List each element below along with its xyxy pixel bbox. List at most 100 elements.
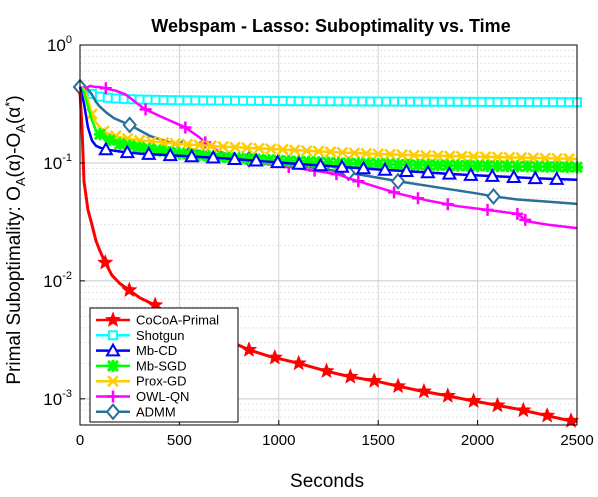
series-marker-shotgun — [373, 96, 384, 107]
series-marker-shotgun — [540, 97, 551, 108]
series-marker-shotgun — [500, 96, 511, 107]
legend-marker-mb-cd — [105, 342, 121, 357]
series-marker-owl-qn — [481, 203, 494, 216]
series-marker-shotgun — [556, 97, 567, 108]
series-marker-mb-sgd — [531, 160, 544, 173]
legend-item-shotgun: Shotgun — [96, 328, 184, 343]
series-marker-cocoa-primal — [342, 368, 359, 384]
series-marker-mb-sgd — [411, 158, 425, 172]
series-marker-shotgun — [277, 96, 288, 107]
series-marker-shotgun — [397, 96, 408, 107]
series-marker-shotgun — [166, 95, 177, 106]
x-tick-label: 1000 — [262, 432, 295, 449]
series-marker-mb-sgd — [441, 159, 454, 172]
series-marker-shotgun — [365, 96, 376, 107]
series-marker-prox-gd — [300, 144, 313, 157]
series-marker-shotgun — [182, 95, 193, 106]
y-tick-label: 100 — [47, 34, 72, 55]
series-marker-prox-gd — [229, 141, 241, 154]
series-marker-mb-cd — [463, 166, 479, 181]
series-marker-shotgun — [198, 95, 209, 106]
legend-marker-owl-qn — [107, 390, 119, 403]
series-layer — [72, 78, 584, 428]
legend-marker-prox-gd — [107, 375, 119, 388]
series-marker-shotgun — [532, 97, 543, 108]
series-marker-mb-sgd — [123, 139, 136, 152]
series-marker-shotgun — [508, 97, 519, 108]
series-marker-prox-gd — [288, 144, 301, 156]
legend-marker-cocoa-primal — [104, 311, 122, 328]
series-marker-mb-cd — [398, 163, 415, 177]
series-marker-mb-cd — [162, 147, 178, 162]
series-marker-shotgun — [412, 96, 423, 107]
series-marker-mb-cd — [549, 170, 565, 185]
series-marker-prox-gd — [360, 147, 373, 160]
series-marker-mb-sgd — [153, 144, 166, 157]
series-marker-prox-gd — [181, 138, 194, 151]
series-marker-prox-gd — [169, 137, 182, 150]
series-marker-mb-cd — [420, 164, 436, 179]
series-shotgun — [79, 85, 582, 108]
series-marker-cocoa-primal — [415, 382, 433, 399]
legend-marker-admm — [105, 403, 121, 421]
series-marker-owl-qn — [352, 175, 365, 188]
series-marker-mb-cd — [119, 144, 136, 159]
series-marker-shotgun — [548, 97, 559, 108]
series-marker-cocoa-primal — [240, 341, 258, 357]
series-marker-prox-gd — [312, 145, 325, 158]
series-marker-prox-gd — [420, 149, 432, 162]
legend-label-mb-cd: Mb-CD — [136, 343, 177, 358]
series-marker-mb-sgd — [282, 154, 295, 168]
legend-item-prox-gd: Prox-GD — [96, 374, 187, 389]
series-marker-cocoa-primal — [489, 396, 506, 413]
series-marker-shotgun — [436, 96, 447, 107]
series-marker-owl-qn — [179, 121, 192, 134]
series-marker-shotgun — [110, 93, 121, 104]
series-marker-cocoa-primal — [538, 406, 556, 423]
series-marker-mb-sgd — [262, 153, 275, 167]
y-tick-label: 10-3 — [43, 388, 72, 409]
legend-item-cocoa-primal: CoCoA-Primal — [96, 311, 219, 328]
series-marker-owl-qn — [511, 207, 524, 220]
series-marker-mb-cd — [355, 160, 372, 175]
series-marker-shotgun — [357, 96, 368, 107]
series-marker-prox-gd — [217, 140, 230, 153]
series-marker-mb-sgd — [431, 159, 444, 172]
y-tick-label: 10-2 — [43, 270, 72, 291]
series-marker-mb-cd — [248, 152, 264, 167]
legend-marker-shotgun — [108, 330, 118, 341]
series-marker-shotgun — [174, 95, 185, 106]
series-marker-mb-cd — [141, 146, 157, 160]
series-marker-mb-sgd — [481, 159, 494, 173]
x-tick-label: 500 — [167, 432, 192, 449]
series-marker-prox-gd — [348, 147, 361, 159]
x-tick-label: 2000 — [461, 432, 494, 449]
series-marker-prox-gd — [276, 143, 289, 156]
series-marker-mb-sgd — [501, 160, 514, 173]
series-marker-mb-sgd — [302, 155, 315, 168]
series-marker-shotgun — [261, 95, 272, 106]
y-axis-label: Primal Suboptimality: OA(α)-OA(α*) — [2, 95, 28, 384]
legend-item-mb-cd: Mb-CD — [96, 342, 177, 358]
series-marker-prox-gd — [491, 151, 504, 164]
series-marker-shotgun — [476, 96, 487, 107]
y-axis: 100 10-1 10-2 10-3 — [43, 34, 85, 409]
series-marker-prox-gd — [408, 149, 420, 162]
series-marker-shotgun — [516, 97, 527, 108]
series-marker-prox-gd — [205, 140, 218, 152]
series-marker-prox-gd — [384, 148, 397, 161]
series-marker-shotgun — [405, 96, 416, 107]
series-marker-mb-sgd — [93, 128, 106, 141]
series-marker-prox-gd — [253, 142, 265, 155]
series-marker-shotgun — [468, 96, 479, 107]
x-tick-label: 0 — [76, 432, 84, 449]
series-marker-mb-cd — [377, 161, 393, 176]
series-marker-mb-sgd — [242, 152, 256, 165]
series-marker-mb-sgd — [560, 161, 574, 174]
series-marker-shotgun — [341, 96, 352, 107]
series-marker-shotgun — [484, 96, 495, 107]
series-marker-shotgun — [564, 97, 575, 108]
series-marker-owl-qn — [139, 103, 152, 116]
series-marker-mb-sgd — [382, 158, 395, 171]
series-marker-shotgun — [420, 96, 431, 107]
